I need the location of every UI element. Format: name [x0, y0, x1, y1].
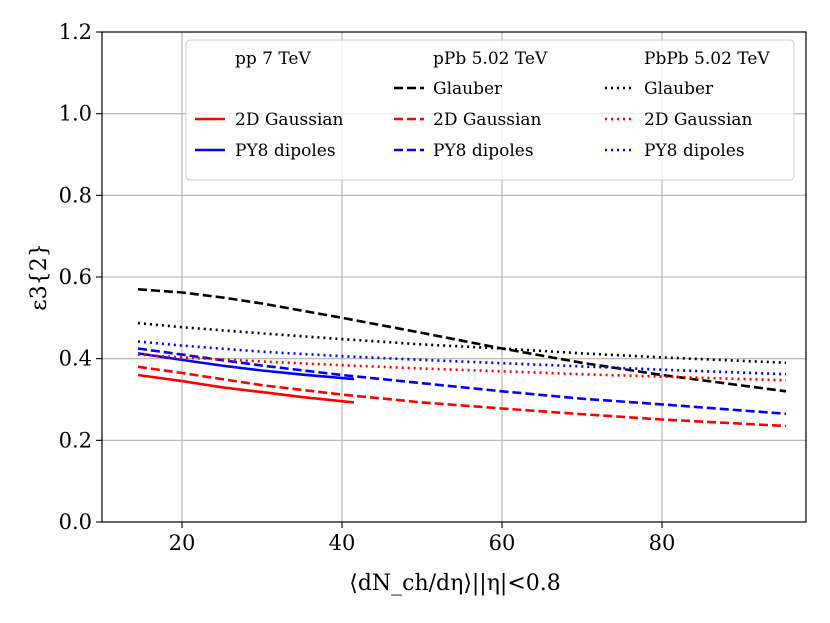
legend-label-pbpb-dipoles: PY8 dipoles: [644, 141, 745, 161]
legend-label-ppb-dipoles: PY8 dipoles: [433, 141, 534, 161]
y-tick-label: 0.4: [59, 347, 92, 371]
legend: pp 7 TeV pPb 5.02 TeV PbPb 5.02 TeV 2D G…: [185, 39, 795, 181]
y-tick-label: 0.2: [59, 428, 92, 452]
legend-group-ppb: pPb 5.02 TeV: [433, 49, 548, 69]
y-tick-label: 0.8: [59, 183, 92, 207]
legend-group-pp: pp 7 TeV: [235, 49, 311, 69]
y-tick-label: 0.0: [59, 510, 92, 534]
series-line-ppb-5-02-tev-2d-gaussian: [137, 365, 787, 428]
y-axis-label: ε3{2}: [27, 243, 52, 310]
series-line-pp-7-tev-py8-dipoles: [137, 352, 355, 381]
legend-label-pp-gaussian: 2D Gaussian: [235, 110, 344, 130]
x-tick-label: 20: [169, 531, 196, 555]
y-tick-label: 1.2: [59, 20, 92, 44]
legend-label-ppb-gaussian: 2D Gaussian: [433, 110, 542, 130]
y-tick-label: 0.6: [59, 265, 92, 289]
legend-group-pbpb: PbPb 5.02 TeV: [644, 49, 770, 69]
legend-label-pbpb-glauber: Glauber: [644, 79, 714, 99]
ticks: 20 40 60 80 0.0 0.2 0.4 0.6 0.8 1.0 1.2: [59, 20, 676, 555]
x-tick-label: 40: [329, 531, 356, 555]
y-tick-label: 1.0: [59, 102, 92, 126]
series-line-ppb-5-02-tev-py8-dipoles: [137, 347, 787, 416]
x-tick-label: 60: [489, 531, 516, 555]
x-tick-label: 80: [649, 531, 676, 555]
series-line-pbpb-5-02-tev-py8-dipoles: [137, 340, 787, 376]
series-layer: [137, 288, 787, 428]
x-axis-label: ⟨dN_ch/dη⟩||η|<0.8: [349, 571, 561, 596]
legend-label-ppb-glauber: Glauber: [433, 79, 503, 99]
series-line-ppb-5-02-tev-glauber: [137, 288, 787, 393]
legend-label-pp-dipoles: PY8 dipoles: [235, 141, 336, 161]
series-line-pp-7-tev-2d-gaussian: [137, 373, 355, 404]
series-line-pbpb-5-02-tev-glauber: [137, 321, 787, 365]
legend-box: [185, 39, 795, 181]
legend-label-pbpb-gaussian: 2D Gaussian: [644, 110, 753, 130]
